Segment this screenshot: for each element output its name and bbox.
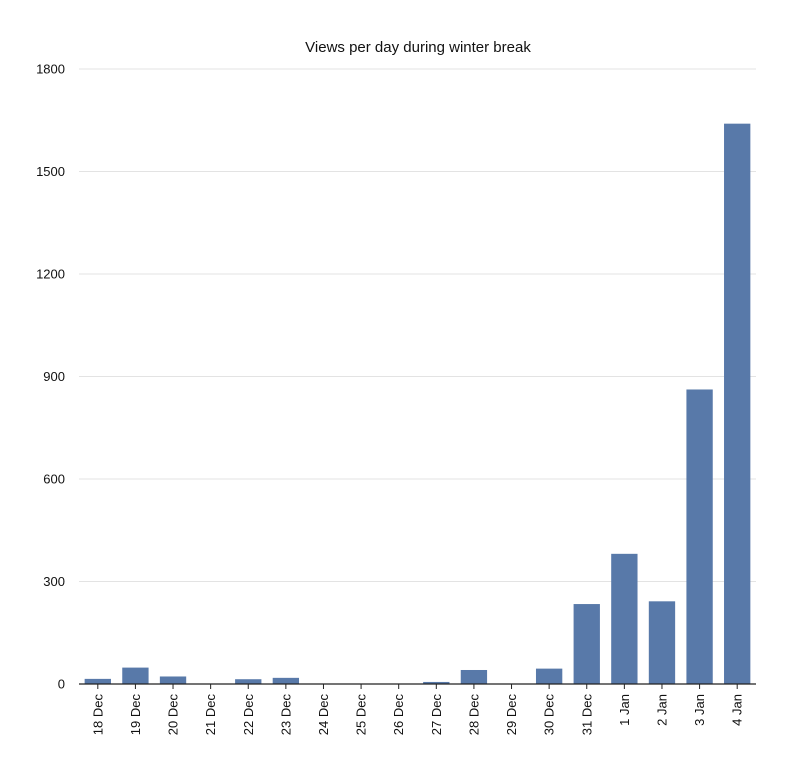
bar <box>611 553 638 684</box>
y-tick-label: 1800 <box>36 62 65 77</box>
x-tick-label: 19 Dec <box>128 694 143 736</box>
x-tick-label: 25 Dec <box>354 694 369 736</box>
y-tick-label: 600 <box>43 472 65 487</box>
y-tick-label: 1200 <box>36 267 65 282</box>
x-tick-label: 31 Dec <box>579 694 594 736</box>
y-tick-label: 0 <box>58 677 65 692</box>
x-tick-label: 23 Dec <box>278 694 293 736</box>
x-tick-label: 27 Dec <box>429 694 444 736</box>
x-tick-label: 26 Dec <box>391 694 406 736</box>
bar <box>272 677 300 684</box>
bar <box>460 669 488 684</box>
bar <box>648 601 676 684</box>
y-tick-label: 1500 <box>36 164 65 179</box>
x-tick-label: 22 Dec <box>241 694 256 736</box>
x-tick-label: 21 Dec <box>203 694 218 736</box>
x-axis-ticks: 18 Dec 19 Dec 20 Dec 21 Dec 22 Dec 23 Dec 24 D… <box>90 684 745 736</box>
y-axis-ticks: 0 300 600 900 1200 1500 1800 <box>36 62 65 692</box>
x-tick-label: 2 Jan <box>654 694 669 726</box>
gridlines <box>79 68 756 582</box>
bar <box>724 123 751 684</box>
x-tick-label: 30 Dec <box>542 694 557 736</box>
x-tick-label: 29 Dec <box>504 694 519 736</box>
bar <box>423 681 450 684</box>
x-tick-label: 3 Jan <box>692 694 707 726</box>
bars <box>84 123 751 684</box>
x-tick-label: 28 Dec <box>466 694 481 736</box>
y-tick-label: 300 <box>43 574 65 589</box>
x-tick-label: 1 Jan <box>617 694 632 726</box>
bar <box>235 679 262 684</box>
bar <box>573 604 600 684</box>
bar <box>686 389 713 684</box>
x-tick-label: 24 Dec <box>316 694 331 736</box>
x-tick-label: 4 Jan <box>730 694 745 726</box>
chart-title: Views per day during winter break <box>305 39 531 56</box>
bar <box>535 668 563 684</box>
bar <box>122 667 149 684</box>
x-tick-label: 18 Dec <box>90 694 105 736</box>
bar <box>159 676 187 684</box>
x-tick-label: 20 Dec <box>166 694 181 736</box>
bar <box>84 678 111 684</box>
y-tick-label: 900 <box>43 369 65 384</box>
